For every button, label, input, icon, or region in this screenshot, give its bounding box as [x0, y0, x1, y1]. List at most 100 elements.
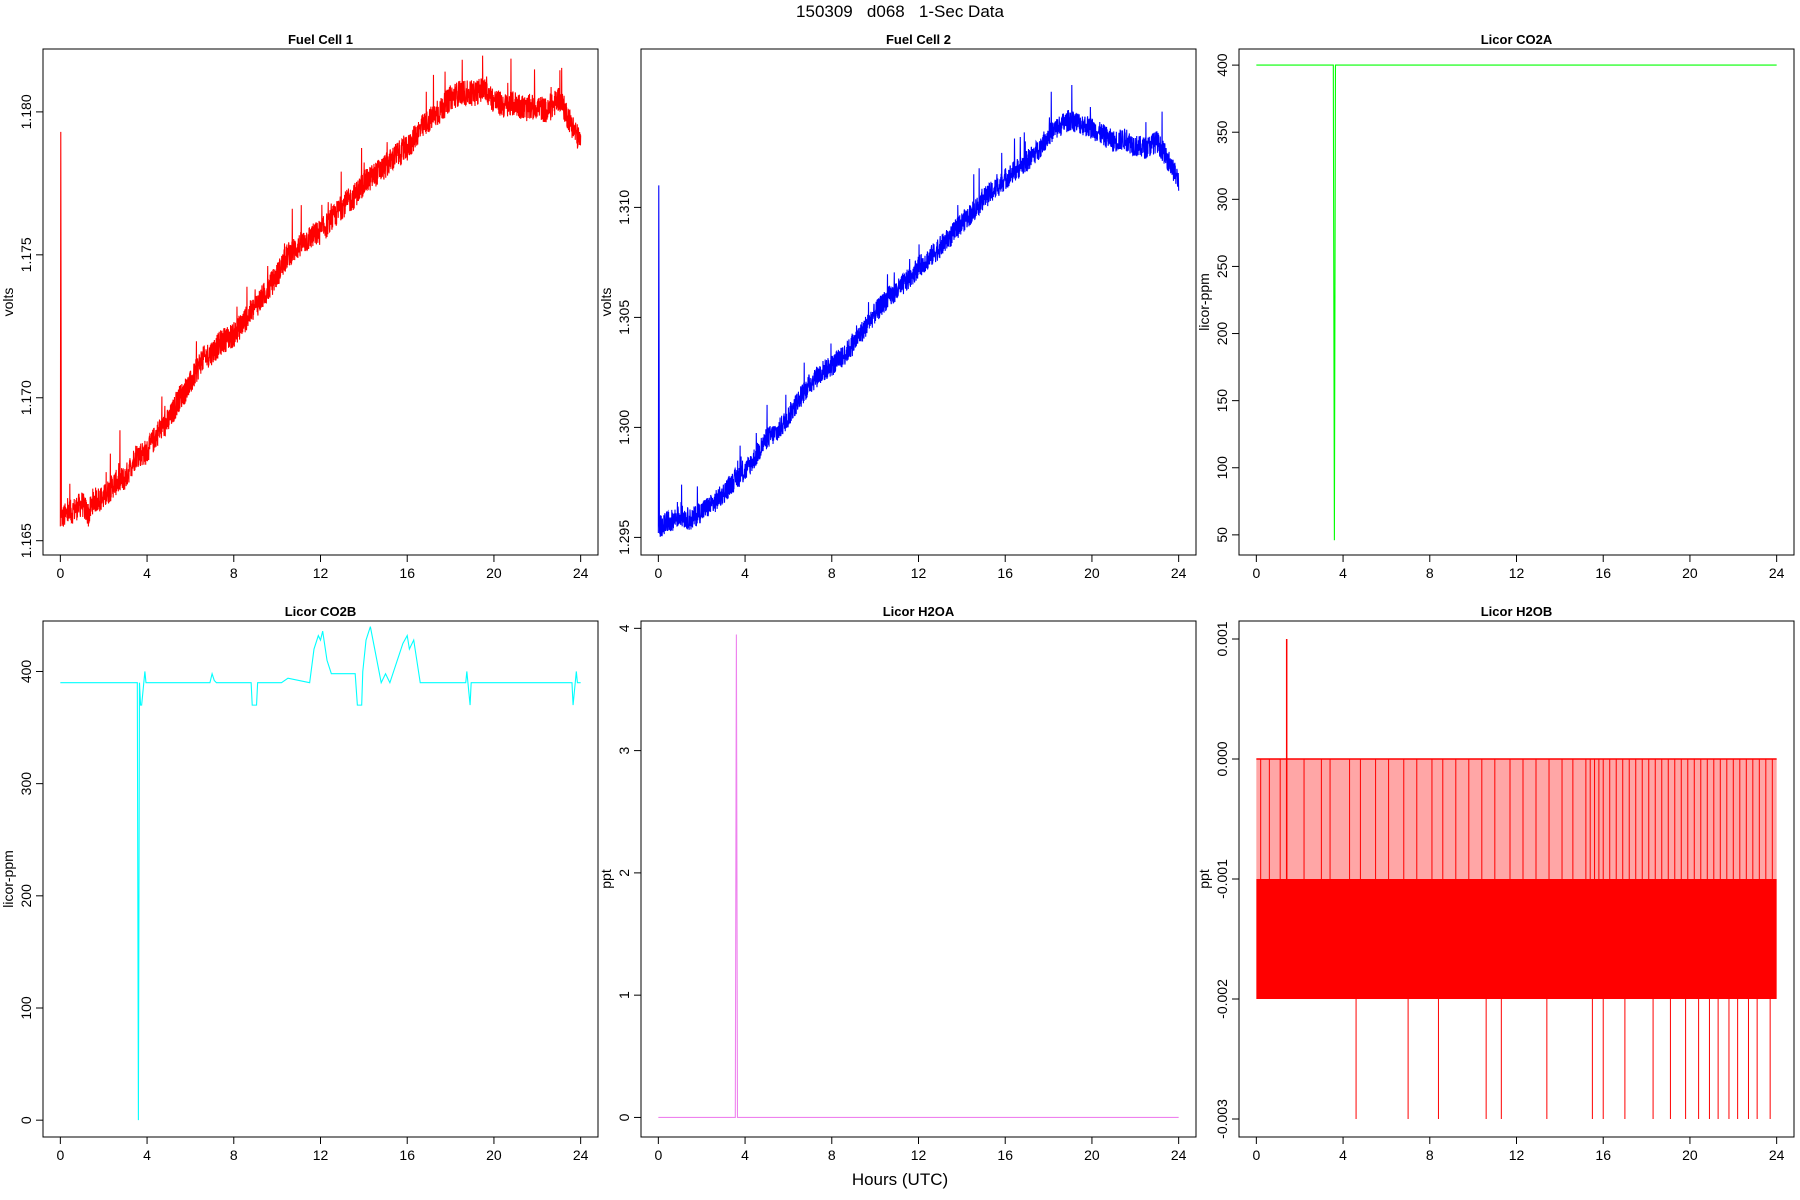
- fuel-cell-2-ytick-label: 1.300: [616, 410, 632, 445]
- fuel-cell-2-ytick-label: 1.295: [616, 520, 632, 555]
- licor-co2a-ytick-label: 250: [1214, 255, 1230, 279]
- licor-co2a-ytick-label: 100: [1214, 456, 1230, 480]
- fuel-cell-2-xtick-label: 12: [911, 565, 927, 581]
- licor-co2b-ytick-label: 300: [18, 772, 34, 796]
- fuel-cell-2-xtick-label: 0: [654, 565, 662, 581]
- licor-co2b-panel: Licor CO2B licor-ppm 0 4 8 12 16 20 24 0 100 200 300…: [0, 604, 599, 1163]
- fuel-cell-1-panel: Fuel Cell 1 volts 0 4 8 12 16 20 24 1.165 1.170 1.1…: [0, 32, 599, 581]
- licor-co2b-xtick-label: 8: [230, 1147, 238, 1163]
- licor-co2a-xtick-label: 12: [1509, 565, 1525, 581]
- x-axis-label: Hours (UTC): [851, 1170, 949, 1189]
- fuel-cell-2-xtick-label: 4: [741, 565, 749, 581]
- licor-co2b-xtick-label: 12: [313, 1147, 329, 1163]
- licor-h2oa-data: [658, 634, 1179, 1118]
- fuel-cell-1-xtick-label: 12: [313, 565, 329, 581]
- licor-h2ob-xtick-label: 0: [1252, 1147, 1260, 1163]
- licor-co2a-xtick-label: 4: [1339, 565, 1347, 581]
- fuel-cell-1-title: Fuel Cell 1: [288, 32, 353, 47]
- licor-h2oa-xtick-label: 0: [654, 1147, 662, 1163]
- fuel-cell-1-ytick-label: 1.170: [18, 380, 34, 415]
- licor-h2ob-xtick-label: 12: [1509, 1147, 1525, 1163]
- fuel-cell-2-xtick-label: 8: [828, 565, 836, 581]
- licor-co2b-xtick-label: 16: [399, 1147, 415, 1163]
- licor-co2a-ytick-label: 150: [1214, 389, 1230, 413]
- licor-co2a-ytick-label: 350: [1214, 120, 1230, 144]
- licor-h2ob-title: Licor H2OB: [1481, 604, 1553, 619]
- fuel-cell-1-xtick-label: 4: [143, 565, 151, 581]
- fuel-cell-1-xtick-label: 24: [573, 565, 589, 581]
- licor-co2b-xtick-label: 20: [486, 1147, 502, 1163]
- licor-co2a-ytick-label: 400: [1214, 53, 1230, 77]
- licor-co2a-title: Licor CO2A: [1481, 32, 1553, 47]
- licor-co2a-data: [1256, 64, 1777, 541]
- fuel-cell-2-xtick-label: 16: [997, 565, 1013, 581]
- licor-co2a-ylabel: licor-ppm: [1196, 273, 1212, 331]
- licor-h2ob-ytick-label: -0.003: [1214, 1099, 1230, 1139]
- licor-co2b-series-line: [60, 626, 581, 1121]
- licor-h2oa-xtick-label: 4: [741, 1147, 749, 1163]
- licor-co2a-ytick-label: 200: [1214, 322, 1230, 346]
- licor-co2a-xtick-label: 20: [1682, 565, 1698, 581]
- licor-co2b-data: [60, 626, 581, 1121]
- fuel-cell-1-xtick-label: 8: [230, 565, 238, 581]
- fuel-cell-1-xtick-label: 16: [399, 565, 415, 581]
- licor-co2a-ytick-label: 50: [1214, 527, 1230, 543]
- fuel-cell-2-data: [657, 84, 1180, 537]
- licor-co2b-title: Licor CO2B: [285, 604, 357, 619]
- licor-co2a-frame: [1238, 48, 1795, 556]
- fuel-cell-1-xtick-label: 20: [486, 565, 502, 581]
- fuel-cell-2-ytick-label: 1.305: [616, 300, 632, 335]
- licor-co2b-ytick-label: 100: [18, 996, 34, 1020]
- licor-h2oa-ytick-label: 1: [616, 991, 632, 999]
- licor-h2ob-zero-region: [1256, 759, 1777, 879]
- licor-h2oa-ytick-label: 3: [616, 747, 632, 755]
- licor-h2oa-ytick-label: 2: [616, 869, 632, 877]
- licor-h2oa-xtick-label: 24: [1171, 1147, 1187, 1163]
- licor-co2a-panel: Licor CO2A licor-ppm 0 4 8 12 16 20 24 50 100 150 20…: [1196, 32, 1795, 581]
- licor-h2oa-ylabel: ppt: [598, 869, 614, 889]
- fuel-cell-2-xtick-label: 20: [1084, 565, 1100, 581]
- licor-co2a-xtick-label: 8: [1426, 565, 1434, 581]
- licor-h2ob-panel: Licor H2OB ppt 0 4 8 12 16 20 24 -0.003 -0.002 -0.0…: [1196, 604, 1795, 1163]
- fuel-cell-1-ylabel: volts: [0, 288, 16, 317]
- licor-co2b-ytick-label: 200: [18, 884, 34, 908]
- fuel-cell-1-ytick-label: 1.175: [18, 237, 34, 272]
- fuel-cell-2-title: Fuel Cell 2: [886, 32, 951, 47]
- licor-co2a-xtick-label: 0: [1252, 565, 1260, 581]
- fuel-cell-2-ylabel: volts: [598, 288, 614, 317]
- licor-h2oa-xtick-label: 20: [1084, 1147, 1100, 1163]
- licor-h2oa-frame: [640, 620, 1197, 1138]
- licor-h2oa-xtick-label: 16: [997, 1147, 1013, 1163]
- licor-co2b-xtick-label: 0: [56, 1147, 64, 1163]
- fuel-cell-2-panel: Fuel Cell 2 volts 0 4 8 12 16 20 24 1.295 1.300 1.3…: [598, 32, 1197, 581]
- licor-h2ob-ylabel: ppt: [1196, 869, 1212, 889]
- licor-h2oa-ytick-label: 0: [616, 1113, 632, 1121]
- licor-co2b-xtick-label: 24: [573, 1147, 589, 1163]
- licor-co2b-ylabel: licor-ppm: [0, 850, 16, 908]
- fuel-cell-1-ytick-label: 1.165: [18, 523, 34, 558]
- licor-h2ob-xtick-label: 4: [1339, 1147, 1347, 1163]
- figure-title: 150309 d068 1-Sec Data: [796, 2, 1004, 21]
- licor-h2ob-xtick-label: 8: [1426, 1147, 1434, 1163]
- licor-co2b-ytick-label: 0: [18, 1116, 34, 1124]
- licor-h2ob-xtick-label: 16: [1595, 1147, 1611, 1163]
- licor-h2oa-title: Licor H2OA: [883, 604, 955, 619]
- licor-h2ob-ytick-label: -0.002: [1214, 979, 1230, 1019]
- licor-h2ob-ytick-label: 0.000: [1214, 741, 1230, 776]
- fuel-cell-1-data: [59, 55, 582, 527]
- licor-h2ob-xtick-label: 24: [1769, 1147, 1785, 1163]
- licor-co2b-frame: [42, 620, 599, 1138]
- licor-h2ob-xtick-label: 20: [1682, 1147, 1698, 1163]
- licor-h2oa-ytick-label: 4: [616, 624, 632, 632]
- licor-co2a-xtick-label: 16: [1595, 565, 1611, 581]
- licor-h2ob-data: [1256, 639, 1777, 1119]
- licor-co2a-series-line: [1256, 64, 1777, 541]
- fuel-cell-1-xtick-label: 0: [56, 565, 64, 581]
- fuel-cell-2-ytick-label: 1.310: [616, 190, 632, 225]
- licor-h2ob-band: [1256, 879, 1777, 999]
- fuel-cell-2-xtick-label: 24: [1171, 565, 1187, 581]
- fuel-cell-2-series-line: [657, 84, 1180, 537]
- licor-h2oa-xtick-label: 12: [911, 1147, 927, 1163]
